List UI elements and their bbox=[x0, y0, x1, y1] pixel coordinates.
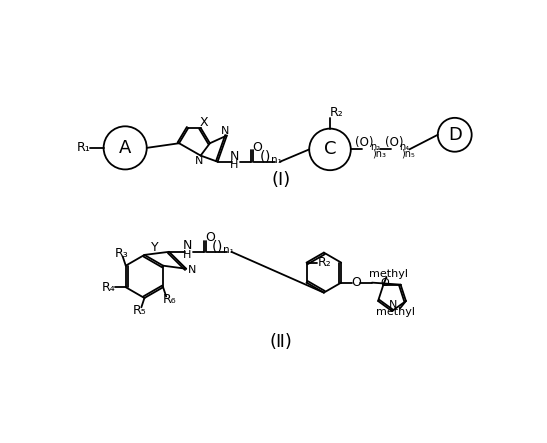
Text: ): ) bbox=[265, 149, 270, 163]
Text: Y: Y bbox=[150, 241, 158, 254]
Text: R₅: R₅ bbox=[133, 304, 147, 317]
Text: (O): (O) bbox=[356, 136, 374, 149]
Text: O: O bbox=[380, 278, 389, 288]
Text: n₄: n₄ bbox=[399, 142, 409, 152]
Text: H: H bbox=[183, 250, 192, 260]
Text: (O): (O) bbox=[385, 136, 403, 149]
Text: methyl: methyl bbox=[369, 269, 408, 279]
Text: )n₅: )n₅ bbox=[401, 148, 415, 158]
Text: C: C bbox=[324, 140, 336, 159]
Text: )n₃: )n₃ bbox=[373, 148, 386, 158]
Text: (Ⅰ): (Ⅰ) bbox=[271, 171, 290, 189]
Text: R₆: R₆ bbox=[162, 293, 176, 306]
Text: N: N bbox=[188, 265, 196, 275]
Text: R₁: R₁ bbox=[77, 141, 90, 154]
Text: N: N bbox=[183, 239, 192, 252]
Text: N: N bbox=[195, 156, 203, 166]
Text: ): ) bbox=[217, 239, 223, 253]
Text: O: O bbox=[253, 140, 263, 154]
Text: n₁: n₁ bbox=[271, 155, 282, 165]
Text: R₄: R₄ bbox=[102, 281, 116, 294]
Text: N: N bbox=[230, 150, 239, 163]
Text: A: A bbox=[119, 139, 131, 157]
Text: N: N bbox=[221, 126, 230, 136]
Text: n₂: n₂ bbox=[370, 142, 380, 152]
Text: X: X bbox=[200, 116, 208, 129]
Text: N: N bbox=[388, 299, 397, 310]
Text: methyl: methyl bbox=[376, 307, 415, 317]
Text: (Ⅱ): (Ⅱ) bbox=[269, 333, 292, 351]
Text: R₃: R₃ bbox=[114, 247, 128, 260]
Text: (: ( bbox=[212, 239, 217, 253]
Text: n₁: n₁ bbox=[223, 245, 234, 255]
Text: D: D bbox=[448, 126, 462, 144]
Text: O: O bbox=[206, 231, 216, 245]
Text: R₂: R₂ bbox=[317, 256, 331, 269]
Text: R₂: R₂ bbox=[330, 106, 344, 119]
Text: O: O bbox=[351, 276, 361, 289]
Text: (: ( bbox=[259, 149, 265, 163]
Text: H: H bbox=[230, 160, 238, 170]
